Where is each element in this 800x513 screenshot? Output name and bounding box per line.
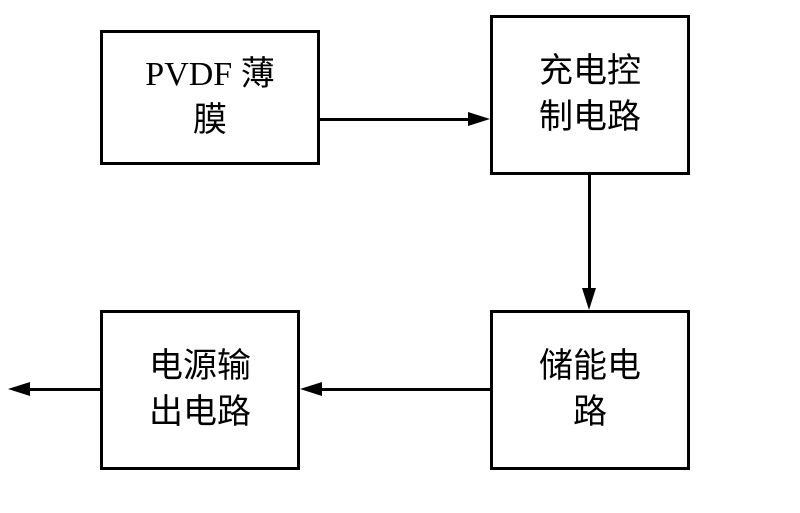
node-power-output: 电源输 出电路 [100, 310, 300, 470]
node-power-output-label: 电源输 出电路 [149, 344, 251, 436]
node-pvdf: PVDF 薄 膜 [100, 30, 320, 165]
node-energy-storage-label: 储能电 路 [539, 344, 641, 436]
edge-pvdf-to-charge [320, 118, 468, 121]
edge-output-to-exit-head [8, 382, 30, 396]
edge-storage-to-output-head [300, 382, 322, 396]
edge-charge-to-storage [588, 175, 591, 288]
edge-pvdf-to-charge-head [468, 112, 490, 126]
edge-output-to-exit [30, 388, 100, 391]
node-charge-control: 充电控 制电路 [490, 15, 690, 175]
node-pvdf-label: PVDF 薄 膜 [145, 52, 274, 144]
node-energy-storage: 储能电 路 [490, 310, 690, 470]
flowchart-canvas: PVDF 薄 膜 充电控 制电路 储能电 路 电源输 出电路 [0, 0, 800, 513]
edge-storage-to-output [322, 388, 490, 391]
node-charge-control-label: 充电控 制电路 [539, 49, 641, 141]
edge-charge-to-storage-head [582, 288, 596, 310]
